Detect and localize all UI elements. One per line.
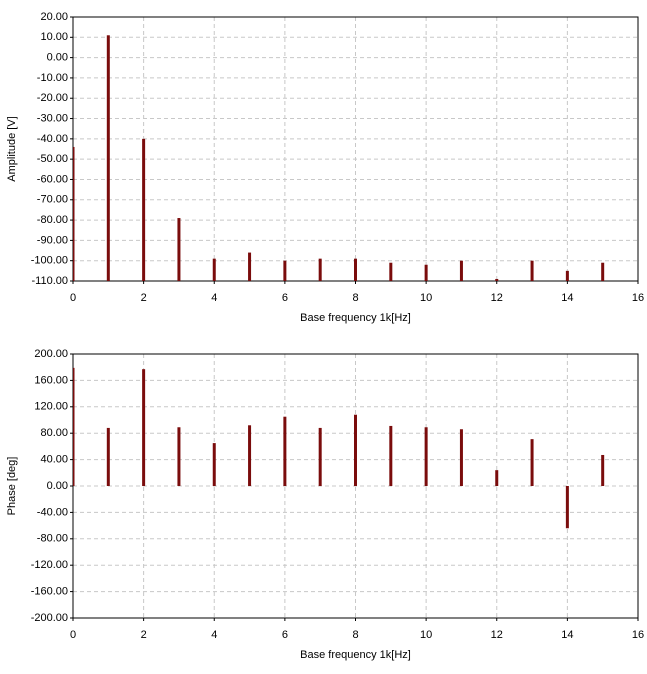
y-tick-label: -50.00 (37, 153, 68, 165)
bar (318, 258, 322, 281)
y-tick-label: 0.00 (47, 480, 68, 492)
bar (601, 262, 605, 281)
bar (354, 258, 357, 281)
stem (354, 414, 357, 486)
marks (73, 367, 605, 529)
stem (177, 427, 181, 486)
stem (565, 486, 569, 529)
x-tick-label: 0 (70, 292, 76, 304)
x-tick-label: 4 (211, 629, 217, 641)
bar (459, 260, 463, 281)
x-tick-label: 10 (420, 292, 432, 304)
x-tick-label: 16 (632, 629, 644, 641)
bar (142, 138, 146, 281)
y-tick-label: -120.00 (31, 559, 68, 571)
y-tick-label: 0.00 (47, 52, 68, 64)
stem (142, 369, 146, 486)
bar (424, 264, 428, 281)
stem (73, 367, 75, 486)
y-tick-label: 20.00 (40, 11, 68, 23)
y-tick-label: -70.00 (37, 194, 68, 206)
y-tick-label: -40.00 (37, 506, 68, 518)
y-axis-title: Phase [deg] (6, 457, 18, 516)
stem (459, 429, 463, 486)
y-tick-label: 120.00 (34, 401, 68, 413)
bar (212, 258, 216, 281)
y-tick-label: -80.00 (37, 533, 68, 545)
bar (106, 35, 110, 281)
x-tick-label: 2 (141, 292, 147, 304)
y-tick-label: 10.00 (40, 31, 68, 43)
y-tick-label: 80.00 (40, 427, 68, 439)
x-tick-label: 12 (491, 629, 503, 641)
x-axis-title: Base frequency 1k[Hz] (300, 649, 411, 661)
stem (530, 439, 534, 486)
x-tick-label: 8 (352, 629, 358, 641)
x-axis-title: Base frequency 1k[Hz] (300, 312, 411, 324)
stem (495, 470, 499, 486)
marks (73, 35, 605, 281)
x-tick-label: 0 (70, 629, 76, 641)
y-tick-label: -80.00 (37, 214, 68, 226)
y-tick-label: -40.00 (37, 133, 68, 145)
x-tick-label: 10 (420, 629, 432, 641)
bar (248, 252, 252, 281)
x-tick-label: 12 (491, 292, 503, 304)
stem (424, 427, 428, 486)
bar (283, 260, 287, 281)
y-tick-label: 160.00 (34, 374, 68, 386)
x-tick-label: 6 (282, 292, 288, 304)
x-tick-label: 14 (561, 629, 573, 641)
x-tick-label: 6 (282, 629, 288, 641)
bar (73, 146, 75, 281)
y-axis-title: Amplitude [V] (6, 116, 18, 181)
stem (106, 427, 110, 486)
x-tick-label: 8 (352, 292, 358, 304)
y-tick-label: -200.00 (31, 612, 68, 624)
y-tick-label: -20.00 (37, 92, 68, 104)
x-tick-label: 2 (141, 629, 147, 641)
stem (248, 425, 252, 486)
x-tick-label: 14 (561, 292, 573, 304)
y-tick-label: -10.00 (37, 72, 68, 84)
bar (495, 278, 499, 281)
stem (318, 427, 322, 486)
y-tick-label: 200.00 (34, 348, 68, 360)
stem (283, 416, 287, 486)
y-tick-label: 40.00 (40, 454, 68, 466)
stem (601, 454, 605, 486)
y-tick-label: -160.00 (31, 586, 68, 598)
y-tick-label: -30.00 (37, 112, 68, 124)
y-tick-label: -100.00 (31, 255, 68, 267)
bar (565, 270, 569, 281)
bar (177, 218, 181, 281)
y-tick-label: -110.00 (32, 275, 69, 287)
bar (389, 262, 393, 281)
stem (389, 425, 393, 486)
y-tick-label: -60.00 (37, 173, 68, 185)
y-tick-label: -90.00 (37, 234, 68, 246)
x-tick-label: 16 (632, 292, 644, 304)
x-tick-label: 4 (211, 292, 217, 304)
chart: 200.00 160.00 120.00 80.00 40.00 0.00 -40.00 -8… (6, 348, 644, 661)
stem (212, 443, 216, 486)
bar (530, 260, 534, 281)
chart: 20.00 10.00 0.00 -10.00 -20.00 -30.00 -40.00 -5… (6, 11, 644, 324)
